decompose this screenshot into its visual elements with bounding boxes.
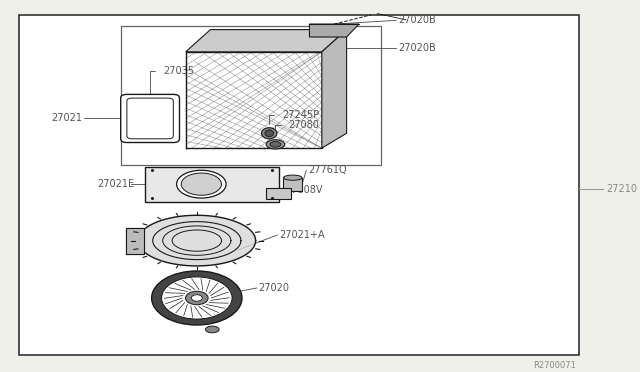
- Ellipse shape: [181, 173, 221, 195]
- Ellipse shape: [205, 326, 219, 333]
- Ellipse shape: [270, 142, 281, 147]
- Bar: [284, 178, 302, 191]
- FancyBboxPatch shape: [121, 94, 179, 142]
- Polygon shape: [322, 30, 347, 148]
- Bar: [121, 26, 381, 165]
- Text: 27808V: 27808V: [285, 185, 323, 195]
- Polygon shape: [138, 215, 255, 266]
- Polygon shape: [186, 30, 347, 52]
- Circle shape: [186, 291, 208, 305]
- Ellipse shape: [266, 140, 285, 149]
- Ellipse shape: [265, 130, 273, 137]
- Text: 27021E: 27021E: [97, 179, 134, 189]
- Text: 27245P: 27245P: [282, 110, 319, 120]
- FancyBboxPatch shape: [127, 98, 173, 139]
- Text: R2700071: R2700071: [532, 361, 575, 370]
- Text: 27020: 27020: [259, 283, 290, 293]
- Circle shape: [152, 271, 242, 325]
- Text: 27021: 27021: [51, 113, 82, 124]
- Bar: [266, 188, 291, 199]
- Text: 27035: 27035: [163, 66, 194, 76]
- Polygon shape: [125, 228, 144, 254]
- Bar: [145, 167, 278, 202]
- Text: 27020B: 27020B: [398, 43, 436, 53]
- Text: 27210: 27210: [607, 184, 637, 194]
- Text: 27761Q: 27761Q: [308, 165, 347, 175]
- Polygon shape: [310, 24, 359, 37]
- Text: 27080: 27080: [289, 120, 319, 130]
- Circle shape: [161, 277, 232, 319]
- Text: 27021+A: 27021+A: [279, 230, 324, 240]
- Text: 27020B: 27020B: [398, 15, 436, 25]
- Circle shape: [191, 295, 202, 301]
- Ellipse shape: [262, 128, 277, 139]
- Ellipse shape: [177, 170, 226, 198]
- Ellipse shape: [284, 175, 302, 180]
